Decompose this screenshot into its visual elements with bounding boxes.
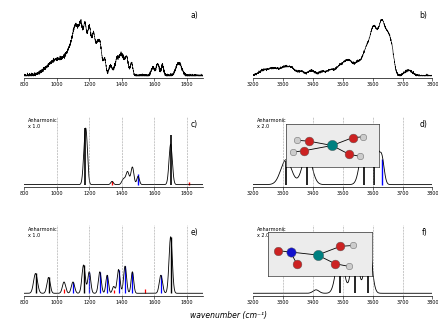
Text: Anharmonic
x 1.0: Anharmonic x 1.0 (28, 118, 57, 129)
Text: f): f) (420, 228, 426, 237)
Text: wavenumber (cm⁻¹): wavenumber (cm⁻¹) (189, 311, 266, 320)
Text: Anharmonic
x 2.0: Anharmonic x 2.0 (256, 227, 286, 238)
Text: Anharmonic
x 1.0: Anharmonic x 1.0 (28, 227, 57, 238)
Text: e): e) (190, 228, 198, 237)
Text: b): b) (418, 11, 426, 20)
Text: c): c) (190, 120, 198, 129)
Text: a): a) (190, 11, 198, 20)
Text: d): d) (418, 120, 426, 129)
Text: Anharmonic
x 2.0: Anharmonic x 2.0 (256, 118, 286, 129)
